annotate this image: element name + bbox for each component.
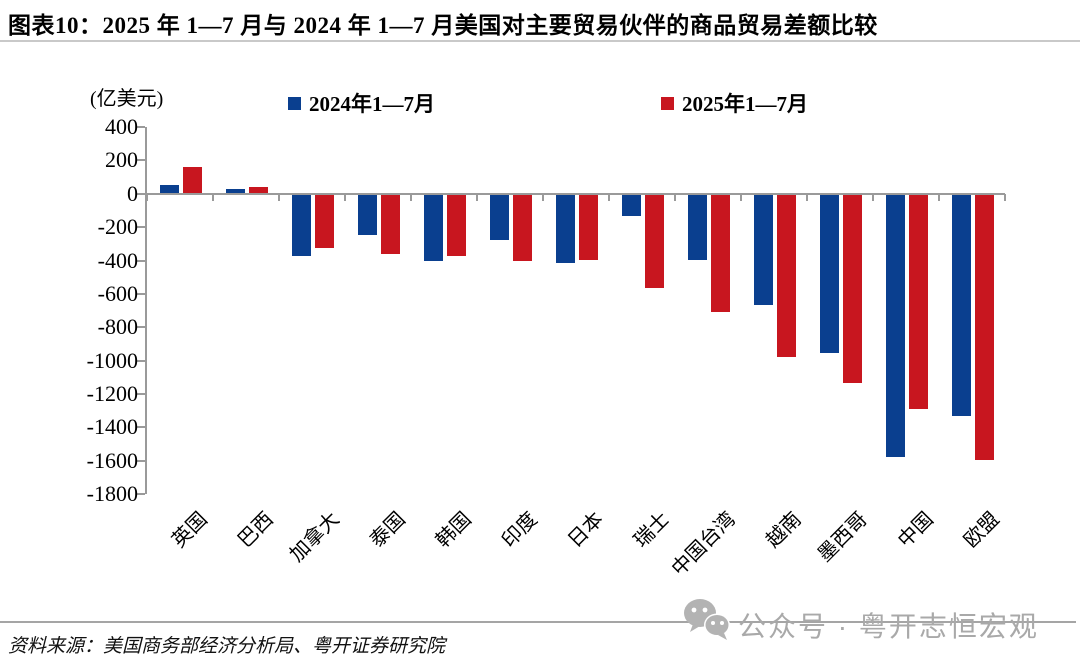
x-category-label: 韩国 (431, 508, 476, 553)
y-tick-mark (137, 326, 145, 329)
bar (424, 193, 443, 262)
y-tick-label: -200 (97, 214, 138, 240)
y-tick-label: 400 (105, 114, 138, 139)
y-tick-mark (137, 493, 145, 495)
x-tick-mark (872, 193, 874, 201)
x-category-label: 中国 (893, 508, 938, 553)
legend-label-2025: 2025年1—7月 (682, 92, 808, 116)
x-tick-mark (542, 193, 544, 201)
figure-title: 图表10：2025 年 1—7 月与 2024 年 1—7 月美国对主要贸易伙伴… (8, 13, 878, 38)
x-category-label: 越南 (761, 508, 806, 553)
y-tick-mark (137, 292, 145, 295)
x-tick-mark (740, 193, 742, 201)
y-axis-line (145, 127, 147, 494)
x-tick-mark (674, 193, 676, 201)
x-category-label: 欧盟 (959, 508, 1004, 553)
x-tick-mark (344, 193, 346, 201)
bar (315, 193, 334, 248)
y-tick-mark (137, 359, 145, 362)
y-tick-label: -1600 (86, 447, 138, 473)
y-tick-mark (137, 259, 145, 262)
y-tick-label: 200 (105, 147, 138, 173)
bar (952, 193, 971, 416)
x-category-label: 瑞士 (629, 508, 674, 553)
x-tick-mark (410, 193, 412, 201)
bar (909, 193, 928, 409)
x-tick-mark (146, 193, 148, 201)
y-tick-label: -800 (97, 314, 138, 340)
y-tick-label: -600 (97, 280, 138, 306)
source-note: 资料来源：美国商务部经济分析局、粤开证券研究院 (8, 636, 446, 657)
y-tick-label: -1200 (86, 380, 138, 406)
bar (886, 193, 905, 458)
bar (579, 193, 598, 261)
bar (754, 193, 773, 305)
bar (711, 193, 730, 313)
x-tick-mark (1004, 193, 1006, 201)
y-tick-mark (137, 126, 145, 128)
bar (226, 188, 245, 194)
bar (513, 193, 532, 262)
bar (645, 193, 664, 288)
x-category-label: 巴西 (233, 508, 278, 553)
y-tick-mark (137, 159, 145, 162)
legend-item-2024: 2024年1—7月 (288, 88, 435, 118)
y-tick-mark (137, 459, 145, 462)
x-category-label: 加拿大 (285, 508, 344, 567)
y-tick-mark (137, 392, 145, 395)
legend-swatch-2024 (288, 96, 301, 110)
x-tick-mark (806, 193, 808, 201)
bar (820, 193, 839, 353)
x-category-label: 泰国 (365, 508, 410, 553)
x-category-label: 墨西哥 (813, 508, 872, 567)
bar (490, 193, 509, 241)
x-tick-mark (608, 193, 610, 201)
y-tick-label: -400 (97, 247, 138, 273)
x-tick-mark (476, 193, 478, 201)
bar (975, 193, 994, 460)
y-tick-mark (137, 426, 145, 429)
legend-item-2025: 2025年1—7月 (661, 88, 808, 118)
bar (843, 193, 862, 383)
title-divider (0, 40, 1080, 42)
x-tick-mark (278, 193, 280, 201)
bar (447, 193, 466, 257)
footer-divider (0, 621, 1076, 623)
x-category-label: 中国台湾 (667, 508, 740, 581)
bar (249, 187, 268, 194)
bar (777, 193, 796, 358)
y-tick-label: 0 (127, 180, 138, 206)
bar (688, 193, 707, 260)
y-tick-mark (137, 192, 145, 195)
legend-swatch-2025 (661, 96, 674, 110)
x-category-label: 印度 (497, 508, 542, 553)
bar (358, 193, 377, 235)
bar (622, 193, 641, 217)
y-axis-unit-label: (亿美元) (90, 88, 164, 110)
y-tick-mark (137, 226, 145, 229)
bar (292, 193, 311, 257)
legend-label-2024: 2024年1—7月 (309, 92, 435, 116)
x-category-label: 日本 (563, 508, 608, 553)
bar (183, 167, 202, 194)
x-category-label: 英国 (167, 508, 212, 553)
x-tick-mark (938, 193, 940, 201)
x-axis-line (145, 192, 1005, 195)
wechat-icon (684, 599, 730, 640)
x-tick-mark (212, 193, 214, 201)
bar (160, 185, 179, 194)
bar (381, 193, 400, 254)
bar (556, 193, 575, 263)
y-tick-label: -1000 (86, 347, 138, 373)
y-tick-label: -1800 (86, 481, 138, 506)
y-tick-label: -1400 (86, 414, 138, 440)
watermark-text: 公众号 · 粤开志恒宏观 (738, 611, 1039, 642)
